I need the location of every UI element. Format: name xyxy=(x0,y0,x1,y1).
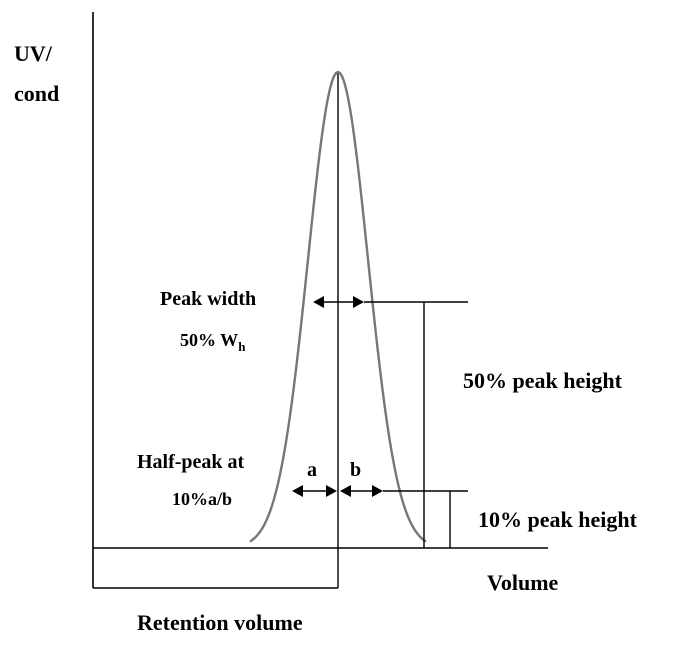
half-peak-sub-label: 10%a/b xyxy=(172,489,232,509)
y-axis-label-line1: UV/ xyxy=(14,41,53,66)
x-axis-label: Volume xyxy=(487,570,559,595)
half-peak-label: Half-peak at xyxy=(137,451,245,473)
wh-subscript: h xyxy=(238,339,246,354)
half-peak-arrow-a xyxy=(292,485,337,497)
peak-width-label: Peak width xyxy=(160,288,256,310)
fifty-percent-height-label: 50% peak height xyxy=(463,368,623,393)
wh-prefix: 50% W xyxy=(180,330,238,350)
peak-curve xyxy=(249,70,427,543)
label-a: a xyxy=(307,459,317,481)
label-b: b xyxy=(350,459,361,481)
wh-label: 50% Wh xyxy=(180,330,246,354)
retention-volume-label: Retention volume xyxy=(137,610,303,635)
y-axis-label-line2: cond xyxy=(14,81,59,106)
half-peak-arrow-b xyxy=(340,485,383,497)
ten-percent-height-label: 10% peak height xyxy=(478,507,638,532)
peak-width-arrow xyxy=(313,296,364,308)
